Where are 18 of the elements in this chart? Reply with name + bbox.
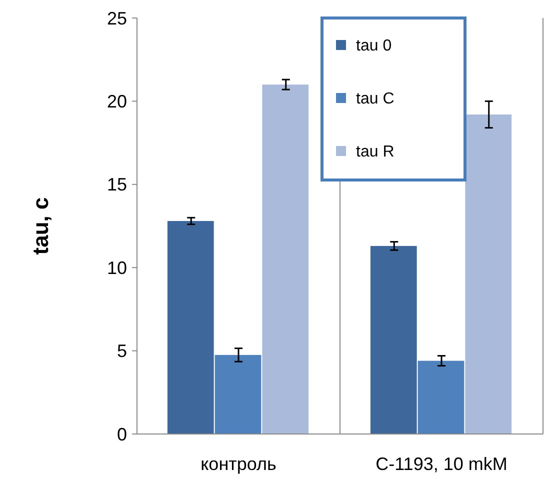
x-tick-label: контроль [200,454,276,474]
bar [465,114,512,434]
y-tick-label: 10 [106,258,127,278]
y-tick-label: 20 [106,92,127,112]
legend-label: tau R [356,144,394,161]
bar [262,84,309,434]
bar [167,221,214,434]
bar [214,354,262,434]
y-axis-title: tau, c [28,197,53,255]
y-tick-label: 5 [116,341,127,362]
legend-label: tau C [356,90,394,108]
bar [418,360,464,434]
legend-label: tau 0 [356,38,392,55]
y-tick-label: 0 [116,424,127,444]
x-tick-label: С-1193, 10 mkM [376,454,508,474]
y-tick-label: 15 [106,174,127,195]
bar [370,246,417,434]
y-tick-label: 25 [106,8,127,28]
